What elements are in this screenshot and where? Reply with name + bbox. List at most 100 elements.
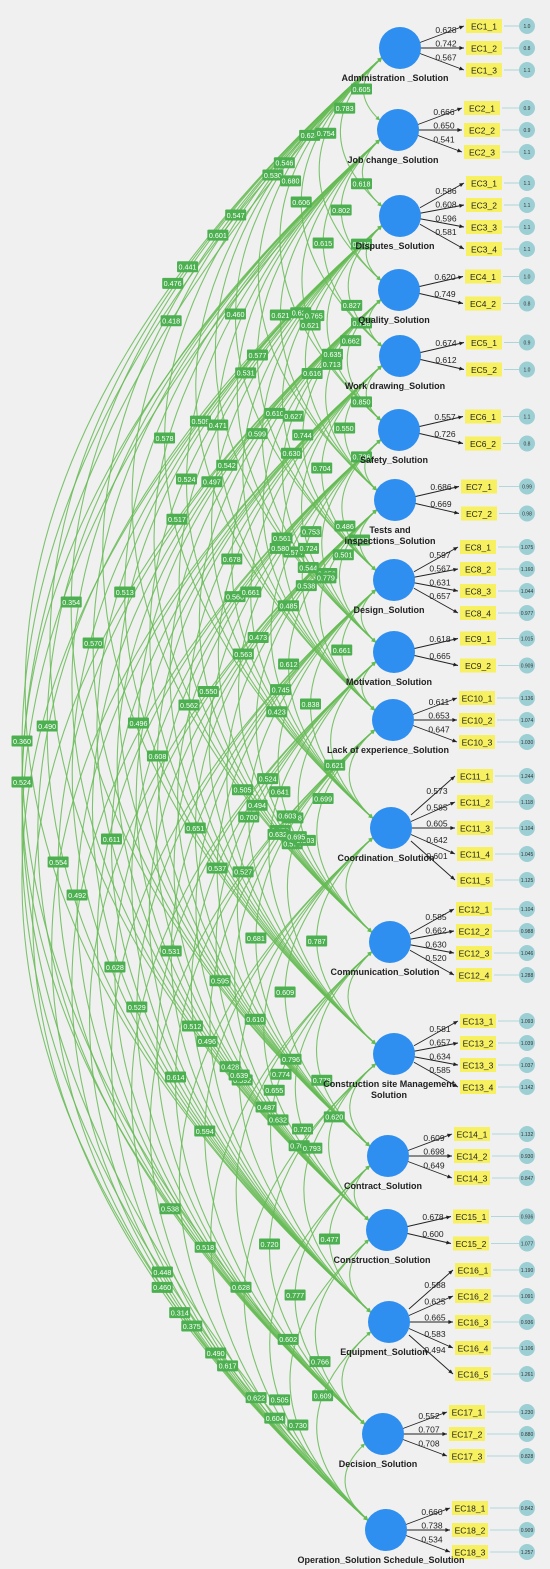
loading-arrowhead	[453, 588, 458, 593]
residual-circle	[519, 901, 535, 917]
construct-node-18[interactable]	[365, 1509, 407, 1551]
correlation-arrowhead	[365, 1165, 371, 1171]
construct-node-8[interactable]	[373, 559, 415, 601]
construct-node-15[interactable]	[366, 1209, 408, 1251]
loading-value: 0.749	[434, 289, 456, 299]
correlation-value: 0.513	[116, 588, 134, 597]
residual-circle	[519, 18, 535, 34]
loading-value: 0.665	[429, 651, 451, 661]
correlation-arrowhead	[366, 1307, 372, 1313]
construct-node-10[interactable]	[372, 699, 414, 741]
correlation-label: 0.610	[264, 407, 286, 419]
correlation-value: 0.620	[325, 1113, 343, 1122]
indicator-box: EC8_2	[460, 562, 496, 576]
construct-name: Quality_Solution	[358, 315, 430, 325]
construct-node-2[interactable]	[377, 109, 419, 151]
correlation-label: 0.497	[201, 476, 223, 488]
correlation-label: 0.612	[278, 658, 300, 670]
indicator-label: EC8_3	[465, 586, 491, 596]
correlation-label: 0.492	[66, 889, 88, 901]
correlation-value: 0.354	[62, 598, 80, 607]
correlation-arrowhead	[364, 1239, 370, 1245]
loading-arrowhead	[442, 1452, 447, 1457]
construct-name: Operation_Solution Schedule_Solution	[297, 1555, 464, 1565]
correlation-value: 0.610	[266, 409, 284, 418]
construct-node-7[interactable]	[374, 479, 416, 521]
correlation-value: 0.460	[226, 310, 244, 319]
loading-arrowhead	[449, 950, 454, 955]
correlation-label: 0.655	[263, 1084, 285, 1096]
correlation-curve-12-17	[235, 951, 373, 1425]
indicator-box: EC16_1	[455, 1263, 491, 1277]
residual-circle	[519, 1035, 535, 1051]
construct-node-1[interactable]	[379, 27, 421, 69]
indicator-box: EC3_1	[466, 176, 502, 190]
construct-node-5[interactable]	[379, 335, 421, 377]
construct-node-6[interactable]	[378, 409, 420, 451]
construct-node-12[interactable]	[369, 921, 411, 963]
correlation-value: 0.530	[264, 171, 282, 180]
construct-node-13[interactable]	[373, 1033, 415, 1075]
indicator-box: EC18_1	[452, 1501, 488, 1515]
residual-circle	[519, 334, 535, 351]
residual-circle	[519, 605, 535, 621]
indicator-box: EC11_3	[457, 821, 493, 835]
construct-node-9[interactable]	[373, 631, 415, 673]
construct-node-3[interactable]	[379, 195, 421, 237]
loading-arrow	[410, 801, 456, 822]
correlation-value: 0.713	[323, 360, 341, 369]
indicator-box: EC15_1	[453, 1209, 489, 1224]
correlation-curve-12-15	[294, 951, 373, 1221]
correlation-value: 0.793	[303, 1144, 321, 1153]
indicator-label: EC18_1	[455, 1503, 486, 1513]
loading-arrowhead	[453, 1021, 458, 1025]
residual-circle	[519, 219, 535, 235]
correlation-label: 0.531	[160, 945, 182, 957]
correlation-arrowhead	[363, 1515, 369, 1521]
correlation-value: 0.730	[289, 1421, 307, 1430]
correlation-value: 0.639	[230, 1071, 248, 1080]
loading-arrow	[409, 908, 455, 935]
loading-arrowhead	[448, 1270, 453, 1275]
loading-value: 0.600	[422, 1229, 444, 1239]
residual-value: 1.1	[524, 415, 531, 421]
indicator-box: EC16_4	[455, 1341, 491, 1355]
correlation-value: 0.700	[240, 813, 258, 822]
correlation-curve-10-11	[348, 729, 376, 819]
loading-arrow	[419, 342, 465, 354]
construct-node-4[interactable]	[378, 269, 420, 311]
correlation-value: 0.554	[49, 858, 67, 867]
correlation-label: 0.460	[224, 308, 246, 320]
construct-node-16[interactable]	[368, 1301, 410, 1343]
construct-node-11[interactable]	[370, 807, 412, 849]
indicator-label: EC4_2	[470, 299, 496, 309]
construct-node-17[interactable]	[362, 1413, 404, 1455]
correlation-label: 0.745	[270, 684, 292, 696]
residual-circle	[519, 100, 535, 116]
loading-arrow	[413, 654, 459, 666]
construct-name: Work drawing_Solution	[345, 381, 445, 391]
correlation-value: 0.630	[282, 449, 300, 458]
correlation-arrowhead	[377, 365, 383, 371]
indicator-label: EC11_4	[460, 849, 490, 859]
correlation-value: 0.838	[302, 700, 320, 709]
construct-node-14[interactable]	[367, 1135, 409, 1177]
correlation-value: 0.608	[148, 752, 166, 761]
loading-arrow	[417, 135, 463, 153]
indicator-label: EC3_1	[471, 178, 497, 188]
correlation-label: 0.754	[315, 127, 337, 139]
correlation-value: 0.744	[294, 431, 312, 440]
correlation-label: 0.624	[299, 129, 321, 141]
loading-arrowhead	[454, 510, 459, 515]
correlation-label: 0.505	[269, 1394, 291, 1406]
correlation-arrowhead	[360, 1443, 366, 1449]
correlation-label: 0.314	[169, 1307, 191, 1319]
loading-value: 0.698	[423, 1147, 445, 1157]
indicator-box: EC18_2	[452, 1523, 488, 1537]
correlation-value: 0.602	[279, 1335, 297, 1344]
correlation-label: 0.680	[280, 175, 302, 187]
correlation-arrowhead	[376, 415, 382, 421]
construct-name: Construction site Management Solution	[323, 1079, 455, 1100]
loading-arrow	[419, 218, 465, 228]
correlation-label: 0.517	[166, 513, 188, 525]
